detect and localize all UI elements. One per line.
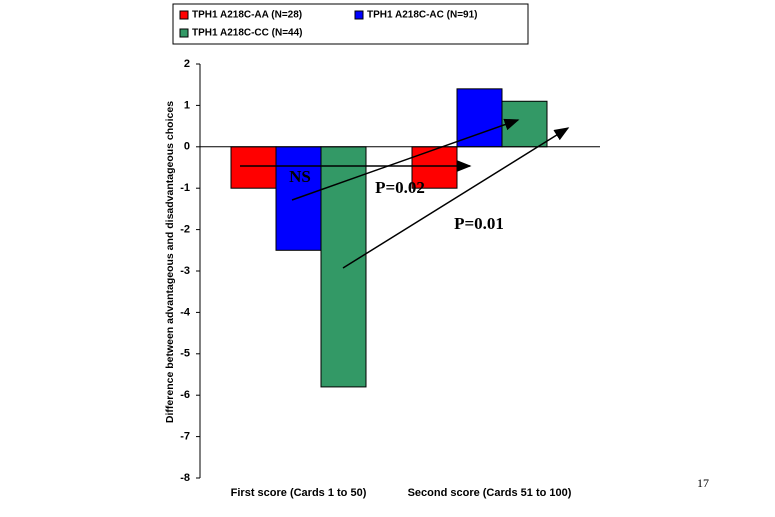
y-tick-label: 1 (184, 99, 190, 111)
legend-label: TPH1 A218C-AA (N=28) (192, 10, 302, 21)
arrow (291, 118, 520, 201)
y-tick-label: -2 (180, 224, 190, 236)
legend-swatch (179, 28, 189, 38)
annotation: NS (289, 167, 311, 186)
legend-label: TPH1 A218C-AC (N=91) (367, 10, 478, 21)
bar (275, 146, 322, 251)
x-tick-label: First score (Cards 1 to 50) (231, 487, 367, 499)
y-tick-label: -4 (180, 306, 191, 318)
legend-label: TPH1 A218C-CC (N=44) (192, 28, 303, 39)
arrow (342, 127, 570, 269)
annotation: P=0.02 (375, 178, 425, 197)
y-axis-label: Difference between advantageous and disa… (164, 101, 176, 423)
legend-swatch (179, 10, 189, 20)
y-tick-label: -3 (180, 265, 190, 277)
page-number: 17 (697, 476, 709, 490)
y-tick-label: -1 (180, 182, 190, 194)
bar (230, 146, 277, 189)
legend-box (172, 3, 529, 45)
y-tick-label: 0 (184, 141, 190, 153)
y-tick-label: 2 (184, 58, 190, 70)
y-tick-label: -5 (180, 348, 190, 360)
x-tick-label: Second score (Cards 51 to 100) (408, 487, 572, 499)
y-tick-label: -8 (180, 472, 190, 484)
legend-swatch (354, 10, 364, 20)
y-tick-label: -6 (180, 389, 190, 401)
bar (456, 88, 503, 148)
annotation: P=0.01 (454, 214, 504, 233)
y-tick-label: -7 (180, 431, 190, 443)
